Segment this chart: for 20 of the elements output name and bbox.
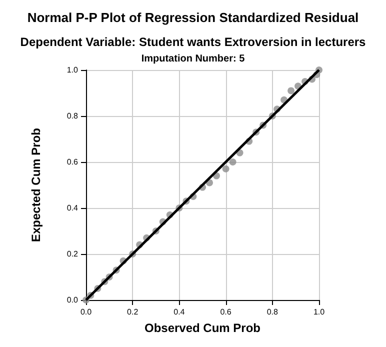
chart-title: Normal P-P Plot of Regression Standardized Residual: [27, 10, 359, 25]
x-tick-label: 1.0: [313, 308, 326, 316]
y-tick-label: 0.6: [66, 158, 79, 166]
x-tick-label: 0.8: [266, 308, 279, 316]
chart-subtitle: Dependent Variable: Student wants Extroversion in lecturers: [20, 35, 366, 49]
point: [229, 158, 236, 166]
x-tick-label: 0.4: [174, 308, 186, 316]
x-tick-label: 0.6: [220, 308, 232, 316]
text: Imputation Number: 5: [141, 54, 246, 64]
point: [288, 87, 295, 94]
y-tick-label: 0.2: [66, 250, 79, 258]
y-axis-title: Expected Cum Prob: [29, 128, 43, 242]
x-tick-label: 0.0: [80, 308, 92, 316]
y-tick-label: 1.0: [66, 66, 79, 74]
y-tick-label: 0.0: [66, 296, 79, 304]
y-tick-label: 0.8: [66, 112, 79, 120]
y-tick-label: 0.4: [66, 204, 79, 212]
point: [222, 165, 230, 172]
x-axis-title: Observed Cum Prob: [144, 321, 261, 335]
x-tick-label: 0.2: [127, 308, 139, 316]
